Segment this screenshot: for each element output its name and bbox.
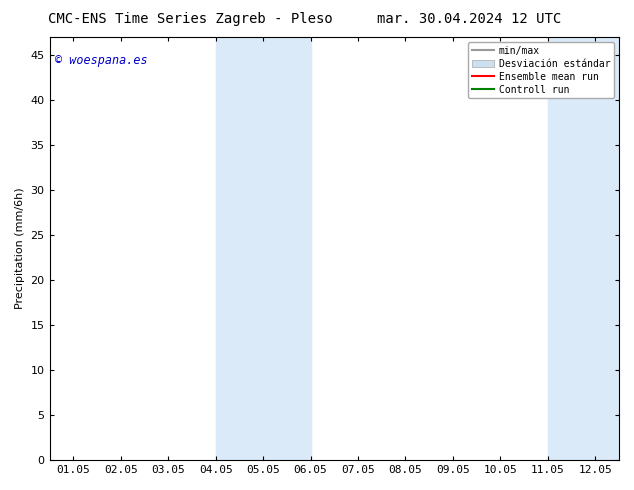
Text: CMC-ENS Time Series Zagreb - Pleso: CMC-ENS Time Series Zagreb - Pleso [48, 12, 333, 26]
Legend: min/max, Desviación estándar, Ensemble mean run, Controll run: min/max, Desviación estándar, Ensemble m… [469, 42, 614, 98]
Bar [216, 37, 311, 460]
Bar [548, 37, 634, 460]
Y-axis label: Precipitation (mm/6h): Precipitation (mm/6h) [15, 188, 25, 309]
Text: mar. 30.04.2024 12 UTC: mar. 30.04.2024 12 UTC [377, 12, 561, 26]
Text: © woespana.es: © woespana.es [55, 54, 148, 67]
